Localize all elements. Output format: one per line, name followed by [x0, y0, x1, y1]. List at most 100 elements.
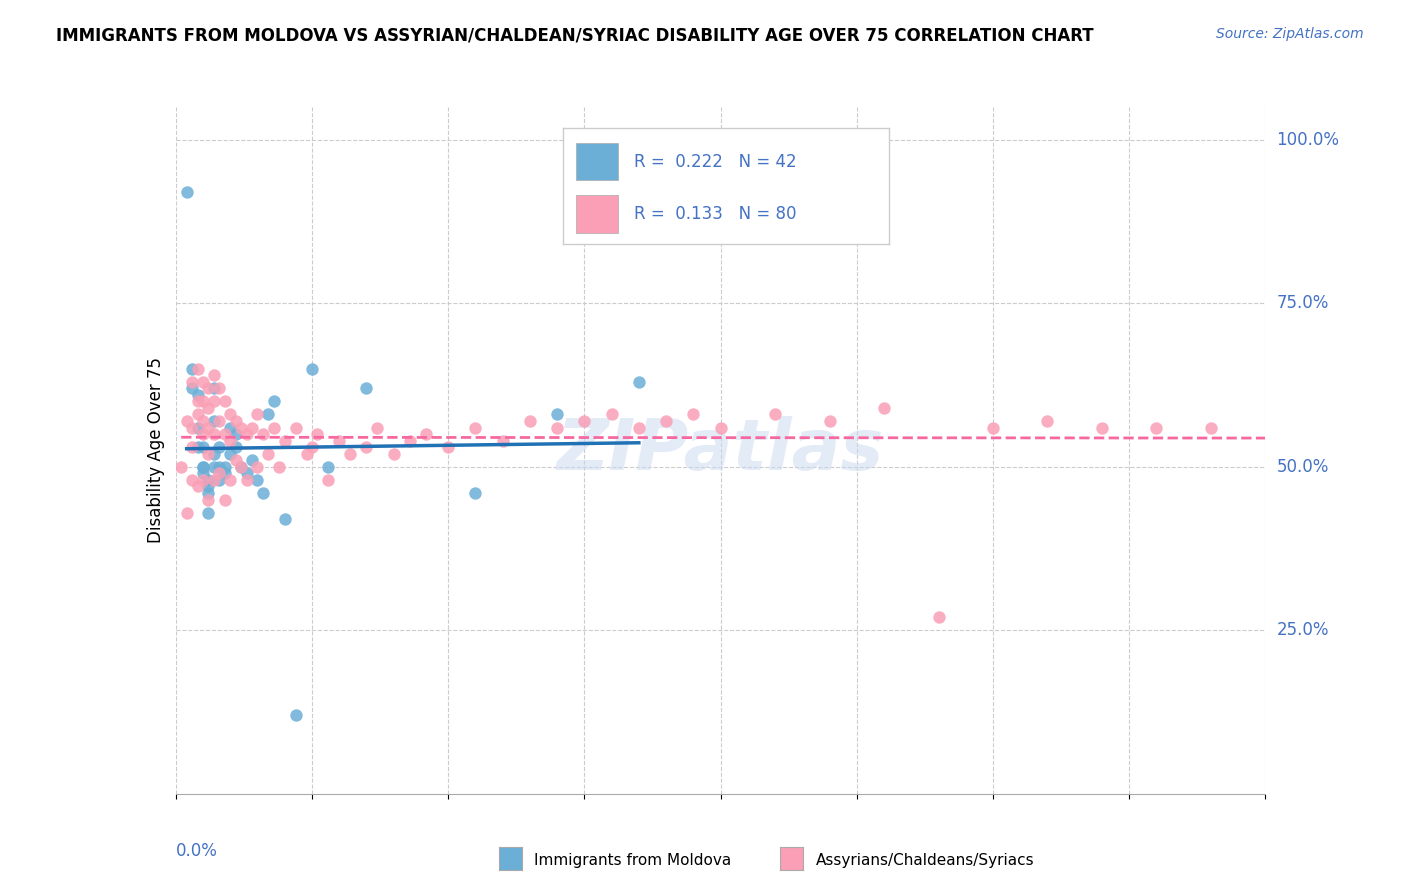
Point — [246, 473, 269, 487]
Point — [627, 375, 650, 389]
Point — [818, 414, 841, 428]
Point — [191, 394, 214, 409]
Point — [219, 420, 242, 434]
Point — [208, 414, 231, 428]
Y-axis label: Disability Age Over 75: Disability Age Over 75 — [146, 358, 165, 543]
Point — [295, 447, 318, 461]
Text: 50.0%: 50.0% — [1277, 458, 1329, 475]
Point — [208, 467, 231, 481]
Point — [197, 447, 219, 461]
Point — [191, 473, 214, 487]
Point — [176, 185, 198, 199]
Point — [307, 427, 329, 442]
Point — [225, 414, 247, 428]
Text: Immigrants from Moldova: Immigrants from Moldova — [534, 854, 731, 868]
Point — [181, 440, 204, 454]
Point — [627, 420, 650, 434]
Point — [318, 459, 340, 474]
Point — [208, 473, 231, 487]
Point — [235, 467, 257, 481]
Point — [181, 375, 204, 389]
Point — [415, 427, 437, 442]
Point — [231, 420, 253, 434]
Point — [191, 467, 214, 481]
Point — [257, 447, 280, 461]
Point — [214, 492, 236, 507]
Point — [682, 408, 704, 422]
Point — [219, 434, 242, 448]
Point — [225, 427, 247, 442]
Point — [208, 440, 231, 454]
Point — [191, 375, 214, 389]
Point — [181, 473, 204, 487]
Point — [710, 420, 733, 434]
Point — [197, 401, 219, 415]
Text: Source: ZipAtlas.com: Source: ZipAtlas.com — [1216, 27, 1364, 41]
Point — [235, 473, 257, 487]
Point — [186, 440, 209, 454]
Point — [274, 512, 297, 526]
Point — [197, 381, 219, 395]
Point — [181, 381, 204, 395]
Point — [191, 440, 214, 454]
Point — [186, 388, 209, 402]
Point — [328, 434, 350, 448]
Point — [197, 486, 219, 500]
Point — [181, 420, 204, 434]
Point — [214, 459, 236, 474]
Point — [231, 459, 253, 474]
Point — [219, 447, 242, 461]
Text: 100.0%: 100.0% — [1277, 131, 1340, 149]
Text: IMMIGRANTS FROM MOLDOVA VS ASSYRIAN/CHALDEAN/SYRIAC DISABILITY AGE OVER 75 CORRE: IMMIGRANTS FROM MOLDOVA VS ASSYRIAN/CHAL… — [56, 27, 1094, 45]
Point — [1199, 420, 1222, 434]
Point — [1091, 420, 1114, 434]
Point — [464, 420, 486, 434]
Point — [492, 434, 515, 448]
Point — [301, 361, 323, 376]
Point — [202, 427, 225, 442]
Point — [252, 486, 274, 500]
Point — [284, 708, 307, 723]
Point — [202, 414, 225, 428]
Point — [269, 459, 291, 474]
Point — [191, 459, 214, 474]
Point — [252, 427, 274, 442]
Point — [208, 459, 231, 474]
Point — [437, 440, 460, 454]
Point — [219, 408, 242, 422]
Point — [197, 492, 219, 507]
Point — [318, 473, 340, 487]
Point — [186, 361, 209, 376]
Point — [246, 408, 269, 422]
Point — [208, 381, 231, 395]
Point — [214, 427, 236, 442]
Point — [202, 368, 225, 383]
Point — [231, 459, 253, 474]
Point — [197, 506, 219, 520]
Point — [176, 506, 198, 520]
Point — [257, 408, 280, 422]
Point — [519, 414, 541, 428]
Point — [219, 473, 242, 487]
Point — [981, 420, 1004, 434]
Point — [191, 414, 214, 428]
Point — [546, 420, 568, 434]
Point — [186, 420, 209, 434]
Point — [181, 361, 204, 376]
Point — [197, 479, 219, 493]
Point — [202, 381, 225, 395]
Point — [235, 427, 257, 442]
Text: 0.0%: 0.0% — [176, 842, 218, 860]
Point — [339, 447, 361, 461]
Point — [186, 408, 209, 422]
Point — [399, 434, 422, 448]
Point — [214, 394, 236, 409]
Point — [274, 434, 297, 448]
Point — [1144, 420, 1167, 434]
Text: 75.0%: 75.0% — [1277, 294, 1329, 312]
Point — [214, 467, 236, 481]
Point — [600, 408, 623, 422]
Point — [191, 459, 214, 474]
Point — [1036, 414, 1059, 428]
Point — [356, 381, 378, 395]
